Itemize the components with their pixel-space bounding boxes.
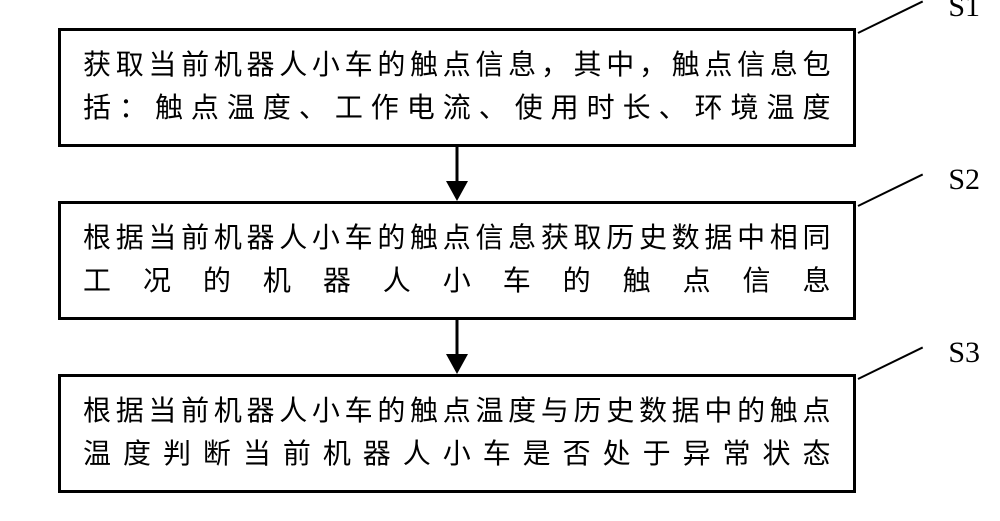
step-label-s3: S3 [948, 336, 980, 370]
step-text-line2: 温度判断当前机器人小车是否处于异常状态 [83, 434, 831, 477]
step-s2: 根据当前机器人小车的触点信息获取历史数据中相同 工况的机器人小车的触点信息 S2 [58, 201, 938, 320]
flowchart-container: 获取当前机器人小车的触点信息，其中，触点信息包 括：触点温度、工作电流、使用时长… [58, 28, 938, 493]
step-text-line1: 根据当前机器人小车的触点温度与历史数据中的触点 [83, 391, 831, 434]
step-text-line2: 括：触点温度、工作电流、使用时长、环境温度 [83, 88, 831, 131]
step-box-s2: 根据当前机器人小车的触点信息获取历史数据中相同 工况的机器人小车的触点信息 [58, 201, 856, 320]
arrow-s1-s2 [58, 147, 856, 201]
step-text-line1: 获取当前机器人小车的触点信息，其中，触点信息包 [83, 45, 831, 88]
step-label-s2: S2 [948, 163, 980, 197]
step-box-s3: 根据当前机器人小车的触点温度与历史数据中的触点 温度判断当前机器人小车是否处于异… [58, 374, 856, 493]
arrow-s2-s3 [58, 320, 856, 374]
lead-line-s1 [858, 1, 924, 34]
step-s3: 根据当前机器人小车的触点温度与历史数据中的触点 温度判断当前机器人小车是否处于异… [58, 374, 938, 493]
arrow-down-icon [437, 320, 477, 374]
step-label-s1: S1 [948, 0, 980, 24]
arrow-down-icon [437, 147, 477, 201]
step-text-line1: 根据当前机器人小车的触点信息获取历史数据中相同 [83, 218, 831, 261]
step-s1: 获取当前机器人小车的触点信息，其中，触点信息包 括：触点温度、工作电流、使用时长… [58, 28, 938, 147]
lead-line-s3 [858, 347, 924, 380]
step-box-s1: 获取当前机器人小车的触点信息，其中，触点信息包 括：触点温度、工作电流、使用时长… [58, 28, 856, 147]
step-text-line2: 工况的机器人小车的触点信息 [83, 261, 831, 304]
lead-line-s2 [858, 174, 924, 207]
